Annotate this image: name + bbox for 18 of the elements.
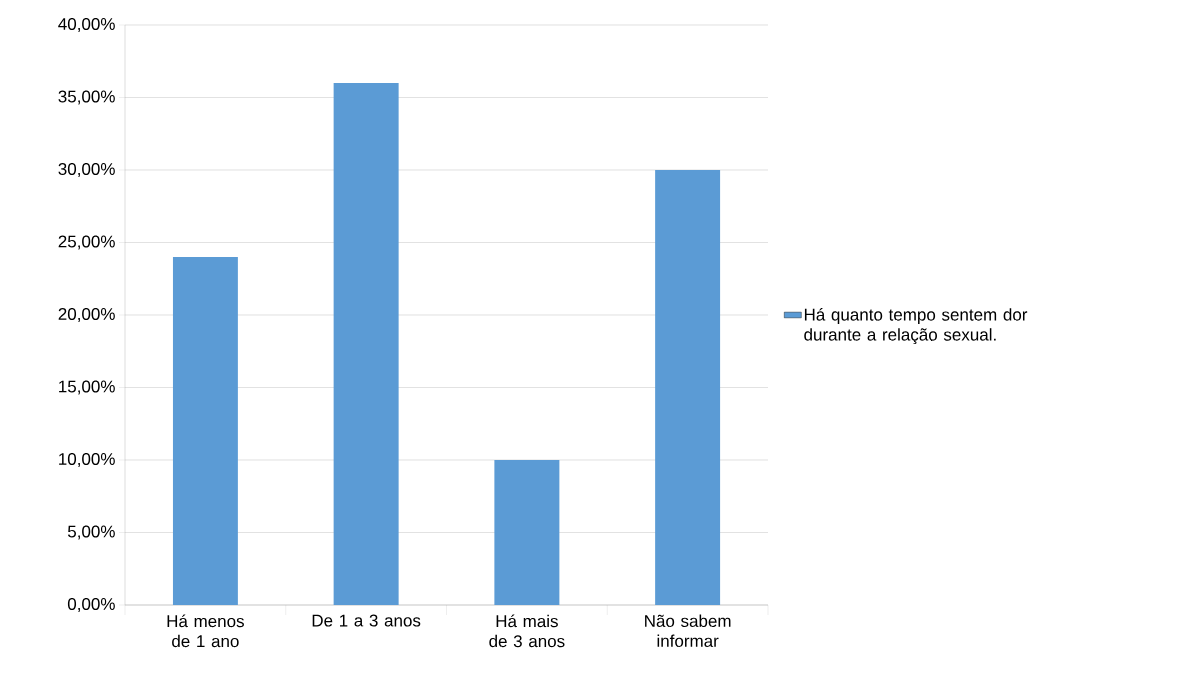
legend-label: Há quanto tempo sentem dor durante a relação sexual. <box>804 307 1028 345</box>
y-tick-label: 0,00% <box>67 597 115 613</box>
x-tick-label: Há mais de 3 anos <box>489 614 565 648</box>
bar <box>494 460 560 605</box>
y-tick-label: 5,00% <box>67 525 115 540</box>
bar <box>172 257 238 605</box>
bar <box>655 170 721 605</box>
y-tick-label: 35,00% <box>58 90 115 105</box>
y-tick-label: 40,00% <box>58 17 115 33</box>
y-tick-label: 30,00% <box>58 162 115 178</box>
y-tick-label: 10,00% <box>59 452 115 468</box>
x-tick-label: Há menos de 1 ano <box>167 614 244 648</box>
bar <box>333 83 399 605</box>
x-tick-label: De 1 a 3 anos <box>312 614 421 627</box>
y-tick-label: 15,00% <box>59 380 115 395</box>
y-tick-label: 25,00% <box>58 235 115 250</box>
x-tick-label: Não sabem informar <box>645 614 731 648</box>
y-tick-label: 20,00% <box>58 307 115 323</box>
